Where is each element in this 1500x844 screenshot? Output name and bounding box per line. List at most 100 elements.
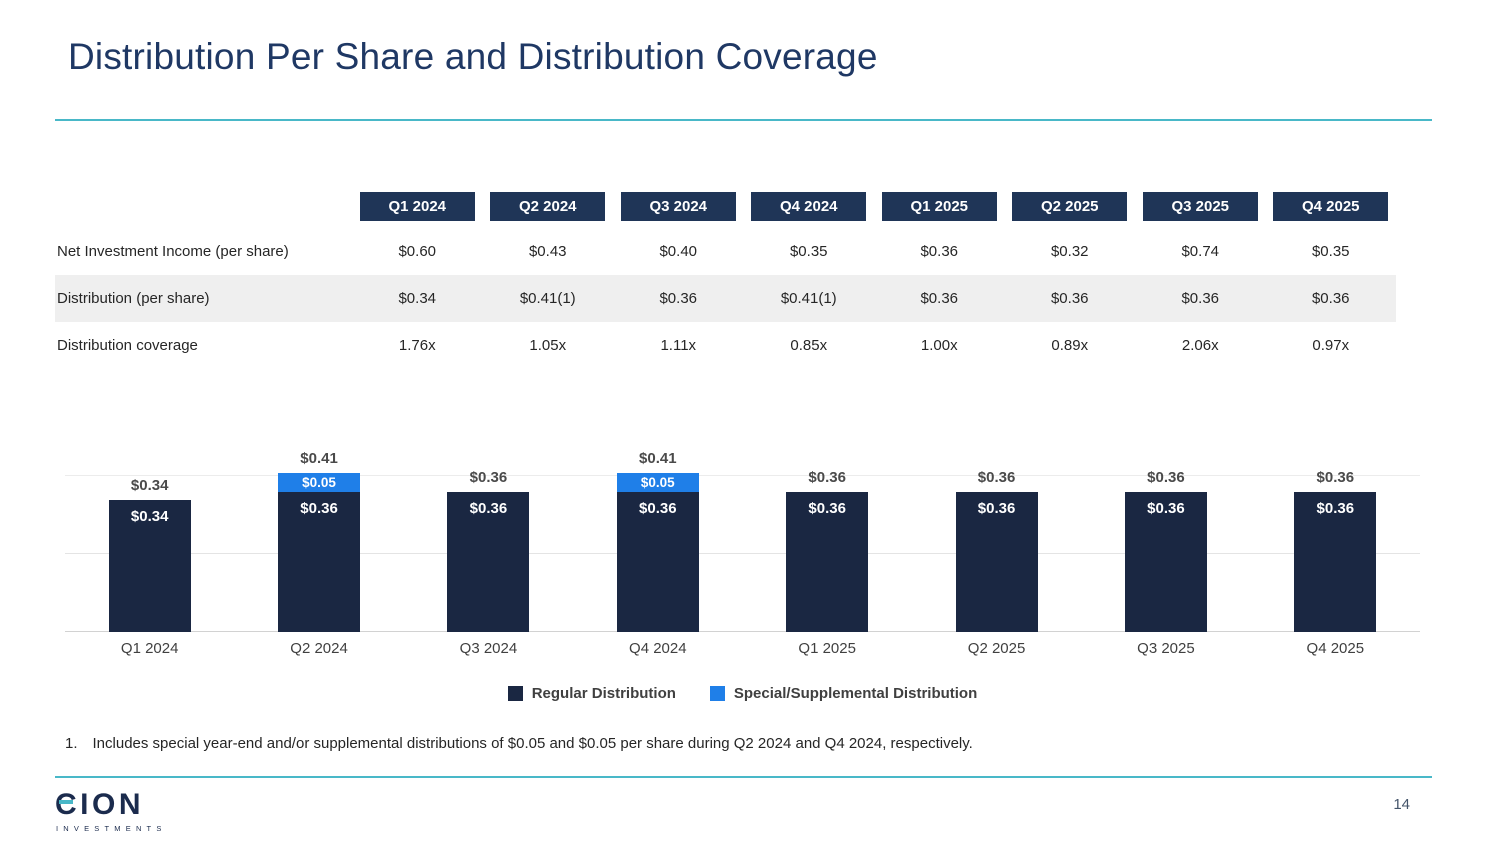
column-header-pill: Q1 2025	[881, 192, 997, 221]
legend-label: Special/Supplemental Distribution	[733, 685, 978, 702]
legend-item: Special/Supplemental Distribution	[709, 685, 978, 702]
x-axis-labels: Q1 2024 Q2 2024 Q3 2024 Q4 2024 Q1 2025 Q2 20…	[65, 640, 1420, 657]
column-header-pill: Q1 2024	[359, 192, 475, 221]
table-cell: $0.36	[1050, 290, 1089, 307]
table-cell: 1.00x	[920, 337, 958, 354]
column-header: Q2 2025	[1005, 192, 1136, 221]
table-cell: $0.35	[1311, 243, 1350, 260]
column-header: Q4 2025	[1266, 192, 1397, 221]
logo-teal-bar	[59, 800, 73, 804]
legend-swatch	[507, 686, 523, 701]
table-header-row: Q1 2024 Q2 2024 Q3 2024 Q4 2024 Q1 2025 Q2 20…	[55, 192, 1396, 221]
bar-q3-2024: $0.36 $0.36	[404, 430, 573, 632]
bar-regular-segment: $0.36	[1124, 492, 1207, 632]
bar-regular-segment: $0.36	[1294, 492, 1377, 632]
x-axis-label: Q2 2024	[290, 640, 348, 657]
table-cell: $0.40	[659, 243, 698, 260]
page-number: 14	[1393, 796, 1410, 813]
bar-regular-segment: $0.36	[786, 492, 869, 632]
table-row: Distribution (per share) $0.34 $0.41(1) $0.…	[55, 275, 1396, 322]
bar-regular-segment: $0.36	[616, 492, 699, 632]
column-header: Q2 2024	[483, 192, 614, 221]
column-header-pill: Q2 2024	[490, 192, 606, 221]
x-axis-label: Q3 2025	[1137, 640, 1195, 657]
column-header: Q4 2024	[744, 192, 875, 221]
table-cell: $0.36	[920, 290, 959, 307]
legend-item: Regular Distribution	[507, 685, 676, 702]
bar-series: $0.34 $0.34 $0.41 $0.05 $0.36 $0.36 $0.36 $0.41…	[65, 430, 1420, 632]
table-cell: $0.41(1)	[519, 290, 576, 307]
bar-q4-2025: $0.36 $0.36	[1251, 430, 1420, 632]
row-label: Net Investment Income (per share)	[57, 243, 289, 260]
bar-q3-2025: $0.36 $0.36	[1081, 430, 1250, 632]
distribution-chart: $0.34 $0.34 $0.41 $0.05 $0.36 $0.36 $0.36 $0.41…	[65, 430, 1420, 632]
table-cell: $0.35	[789, 243, 828, 260]
bar-q1-2025: $0.36 $0.36	[743, 430, 912, 632]
gridline-0-20	[65, 553, 1420, 554]
x-axis-label: Q4 2024	[629, 640, 687, 657]
column-header: Q3 2024	[613, 192, 744, 221]
column-header-pill: Q4 2024	[751, 192, 867, 221]
cion-logo-graphic: CION INVESTMENTS	[55, 788, 167, 833]
table-cell: 1.11x	[660, 337, 697, 354]
bar-total-label: $0.36	[1147, 469, 1185, 486]
bar-q4-2024: $0.41 $0.05 $0.36	[573, 430, 742, 632]
logo-wordmark: CION	[55, 788, 144, 821]
x-axis-label: Q1 2025	[798, 640, 856, 657]
footnote-text: Includes special year-end and/or supplem…	[92, 735, 973, 752]
table-cell: $0.74	[1181, 243, 1220, 260]
page-title: Distribution Per Share and Distribution …	[68, 36, 878, 77]
table-cell: $0.36	[1311, 290, 1350, 307]
title-divider	[55, 119, 1432, 121]
table-cell: $0.36	[1181, 290, 1220, 307]
bar-q1-2024: $0.34 $0.34	[65, 430, 234, 632]
x-axis-baseline	[65, 631, 1420, 632]
table-cell: 2.06x	[1181, 337, 1219, 354]
bar-q2-2024: $0.41 $0.05 $0.36	[234, 430, 403, 632]
gridline-0-40	[65, 475, 1420, 476]
bar-regular-segment: $0.34	[108, 500, 191, 632]
row-label: Distribution (per share)	[57, 290, 210, 307]
distribution-table: Q1 2024 Q2 2024 Q3 2024 Q4 2024 Q1 2025 Q2 20…	[55, 192, 1396, 369]
x-axis-label: Q2 2025	[967, 640, 1026, 657]
table-cell: $0.32	[1050, 243, 1089, 260]
table-cell: $0.60	[398, 243, 437, 260]
bar-regular-segment: $0.36	[278, 492, 361, 632]
chart-legend: Regular Distribution Special/Supplemental…	[65, 685, 1420, 702]
table-cell: $0.34	[398, 290, 437, 307]
bar-total-label: $0.36	[469, 469, 508, 486]
table-cell: 0.97x	[1312, 337, 1350, 354]
table-corner-cell	[55, 192, 352, 221]
bar-total-label: $0.41	[639, 450, 677, 467]
footnote: 1. Includes special year-end and/or supp…	[65, 735, 973, 752]
bar-total-label: $0.41	[300, 450, 338, 467]
table-row: Distribution coverage 1.76x 1.05x 1.11x 0.85…	[55, 322, 1396, 369]
column-header-pill: Q2 2025	[1012, 192, 1128, 221]
table-cell: 0.85x	[790, 337, 828, 354]
bar-total-label: $0.34	[130, 477, 169, 494]
row-label: Distribution coverage	[57, 337, 198, 354]
legend-label: Regular Distribution	[531, 685, 676, 702]
bar-q2-2025: $0.36 $0.36	[912, 430, 1081, 632]
cion-logo: CION INVESTMENTS	[55, 786, 185, 843]
table-row: Net Investment Income (per share) $0.60 $0…	[55, 228, 1396, 275]
table-cell: $0.36	[920, 243, 959, 260]
column-header-pill: Q4 2025	[1273, 192, 1389, 221]
footnote-marker: 1.	[65, 735, 78, 752]
footer-divider	[55, 776, 1432, 778]
column-header: Q1 2025	[874, 192, 1005, 221]
column-header-pill: Q3 2025	[1142, 192, 1258, 221]
x-axis-label: Q4 2025	[1306, 640, 1365, 657]
x-axis-label: Q1 2024	[120, 640, 179, 657]
legend-swatch	[709, 686, 725, 701]
table-cell: $0.36	[659, 290, 698, 307]
bar-special-segment: $0.05	[616, 473, 699, 492]
bar-total-label: $0.36	[977, 469, 1016, 486]
table-cell: 0.89x	[1051, 337, 1089, 354]
table-cell: 1.05x	[529, 337, 567, 354]
bar-special-segment: $0.05	[278, 473, 361, 492]
table-cell: $0.43	[528, 243, 567, 260]
x-axis-label: Q3 2024	[459, 640, 518, 657]
logo-tagline: INVESTMENTS	[56, 824, 167, 833]
